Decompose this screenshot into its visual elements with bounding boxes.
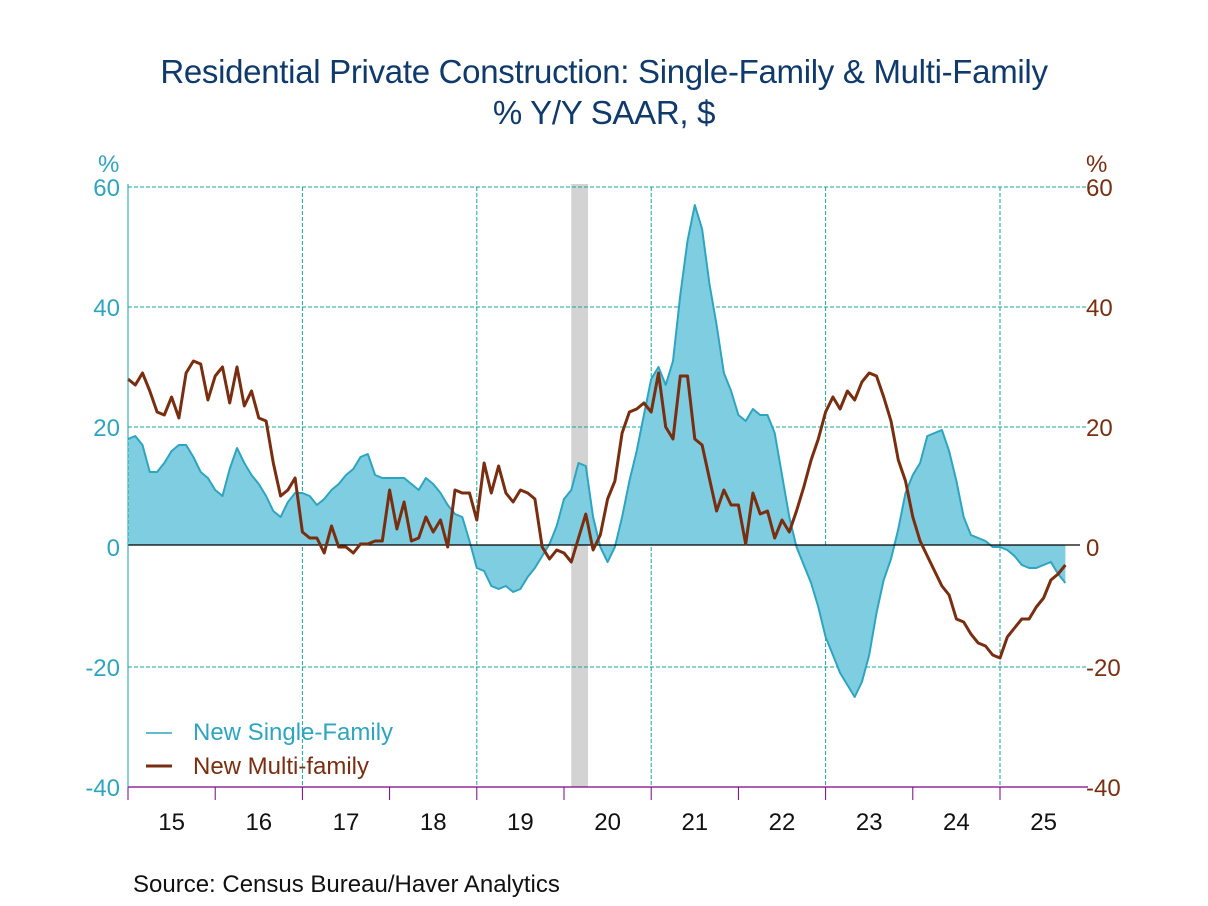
x-tick-label: 19 bbox=[507, 809, 534, 836]
left-tick-label: -40 bbox=[85, 775, 120, 802]
left-tick-label: 60 bbox=[93, 175, 120, 202]
legend: New Single-Family New Multi-family bbox=[146, 719, 393, 780]
multi-family-line bbox=[127, 359, 1067, 660]
left-tick-label: 20 bbox=[93, 415, 120, 442]
single-family-line bbox=[127, 204, 1067, 698]
left-tick-label: -20 bbox=[85, 655, 120, 682]
x-tick-label: 21 bbox=[681, 809, 708, 836]
right-tick-label: 40 bbox=[1086, 295, 1113, 322]
x-tick-label: 18 bbox=[420, 809, 447, 836]
left-tick-label: 40 bbox=[93, 295, 120, 322]
chart-subtitle: % Y/Y SAAR, $ bbox=[492, 94, 716, 131]
right-tick-label: -40 bbox=[1086, 775, 1121, 802]
x-tick-label: 20 bbox=[594, 809, 621, 836]
left-axis-unit: % bbox=[98, 151, 119, 178]
x-tick-label: 17 bbox=[333, 809, 360, 836]
source-note: Source: Census Bureau/Haver Analytics bbox=[133, 871, 560, 898]
x-tick-label: 23 bbox=[856, 809, 883, 836]
right-axis-unit: % bbox=[1086, 151, 1107, 178]
x-tick-label: 25 bbox=[1030, 809, 1057, 836]
right-tick-label: 20 bbox=[1086, 415, 1113, 442]
single-family-area bbox=[128, 205, 1066, 697]
chart-title: Residential Private Construction: Single… bbox=[160, 53, 1048, 90]
left-tick-label: 0 bbox=[107, 535, 120, 562]
x-tick-label: 24 bbox=[943, 809, 970, 836]
right-tick-label: 60 bbox=[1086, 175, 1113, 202]
right-tick-label: -20 bbox=[1086, 655, 1121, 682]
right-tick-label: 0 bbox=[1086, 535, 1099, 562]
x-tick-label: 16 bbox=[245, 809, 272, 836]
x-tick-label: 22 bbox=[769, 809, 796, 836]
legend-label-single-family: New Single-Family bbox=[193, 719, 393, 746]
legend-label-multi-family: New Multi-family bbox=[193, 753, 369, 780]
x-tick-label: 15 bbox=[158, 809, 185, 836]
